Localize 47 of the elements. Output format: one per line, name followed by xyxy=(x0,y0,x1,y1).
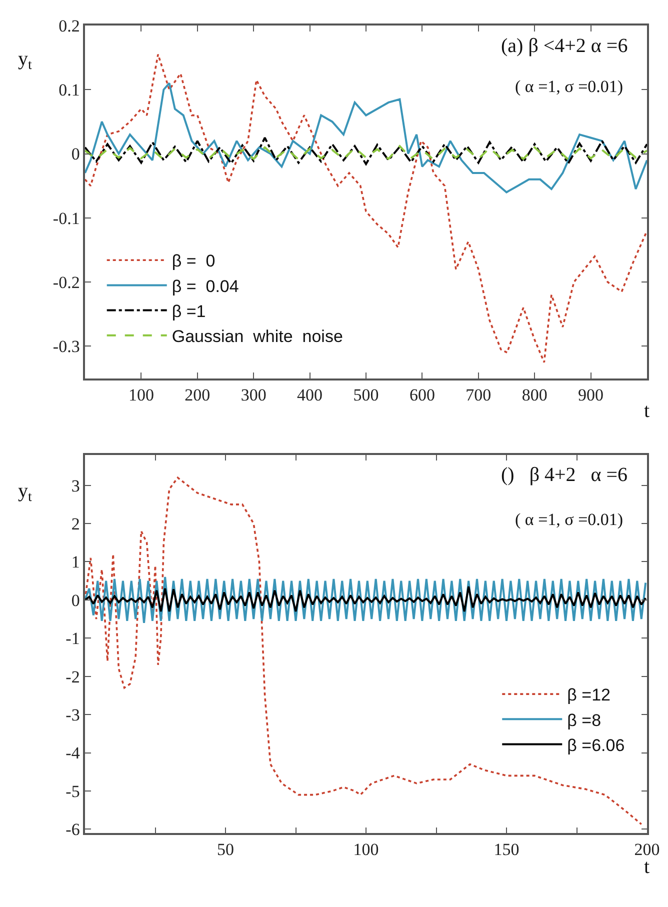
line-series xyxy=(85,586,647,612)
x-tick-label: 200 xyxy=(184,385,210,404)
x-tick-label: 900 xyxy=(578,385,604,404)
x-tick-label: 150 xyxy=(494,840,520,860)
legend-label: β =8 xyxy=(567,710,602,730)
y-tick-label: -2 xyxy=(66,667,80,686)
line-series xyxy=(85,136,647,166)
y-tick-label: -6 xyxy=(66,820,80,840)
x-tick-label: 100 xyxy=(353,840,379,860)
text: ( α =1, σ =0.01) xyxy=(515,77,624,96)
x-tick-label: 50 xyxy=(217,840,234,860)
y-tick-label: -4 xyxy=(66,744,80,763)
x-tick-label: 500 xyxy=(353,385,379,404)
x-tick-label: 400 xyxy=(297,385,323,404)
x-tick-label: 800 xyxy=(522,385,548,404)
line-series xyxy=(85,576,647,624)
text: (a) β <4+2 α =6 xyxy=(501,35,628,57)
y-tick-label: 0 xyxy=(71,144,80,164)
y-tick-label: -1 xyxy=(66,629,80,648)
legend-label: β =1 xyxy=(172,302,206,321)
x-tick-label: 300 xyxy=(240,385,266,404)
y-tick-label: -0.2 xyxy=(52,273,80,292)
y-tick-label: -5 xyxy=(66,782,80,801)
y-axis-title: y$_{t}$ xyxy=(18,48,32,74)
text: () β 4+2 α =6 xyxy=(501,464,628,486)
y-tick-label: -0.3 xyxy=(52,337,80,356)
legend-label: Gaussian white noise xyxy=(172,327,343,346)
y-tick-label: -0.1 xyxy=(52,208,80,228)
x-tick-label: 700 xyxy=(466,385,492,404)
text: ( α =1, σ =0.01) xyxy=(515,510,624,529)
y-tick-label: 0.2 xyxy=(58,16,80,36)
legend-label: β = 0.04 xyxy=(172,276,239,296)
y-tick-label: 3 xyxy=(71,476,80,496)
x-tick-label: 100 xyxy=(128,385,154,404)
y-axis-title: y$_{t}$ xyxy=(18,480,32,506)
x-tick-label: 600 xyxy=(409,385,435,404)
y-tick-label: -3 xyxy=(66,706,80,725)
x-axis-title: t xyxy=(644,400,650,422)
y-tick-label: 1 xyxy=(71,552,80,572)
line-series xyxy=(85,145,647,161)
y-tick-label: 2 xyxy=(71,514,80,534)
legend-label: β =6.06 xyxy=(567,736,625,755)
legend-label: β = 0 xyxy=(172,252,216,271)
y-tick-label: 0 xyxy=(71,590,80,610)
y-tick-label: 0.1 xyxy=(58,80,80,100)
legend-label: β =12 xyxy=(567,686,610,705)
line-series xyxy=(85,82,647,194)
